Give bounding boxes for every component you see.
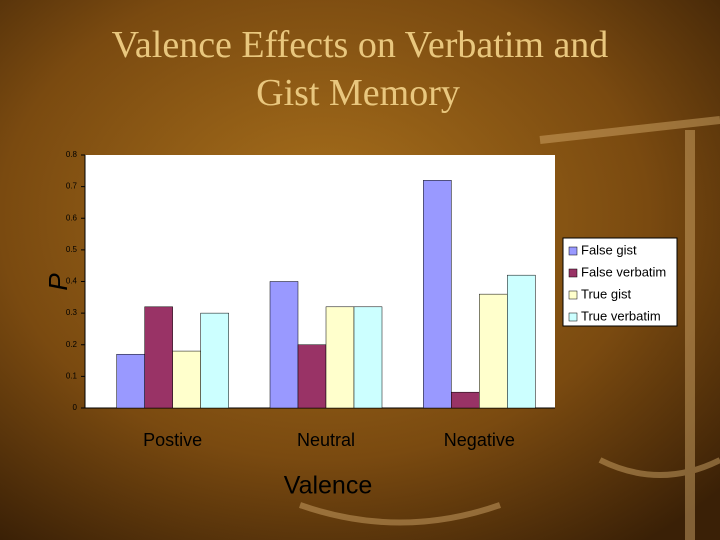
x-tick-label: Negative (444, 430, 515, 450)
legend-swatch (568, 268, 578, 278)
scale-decoration (299, 116, 720, 540)
chart-title: Valence Effects on Verbatim and Gist Memo… (112, 24, 609, 114)
bar (451, 391, 480, 409)
legend-swatch (568, 290, 578, 300)
legend-swatch (568, 246, 578, 256)
legend-label: False verbatim (581, 264, 666, 279)
bar (353, 306, 383, 409)
bar (325, 306, 355, 409)
x-tick-label: Neutral (297, 430, 355, 450)
y-tick-label: 0.7 (66, 182, 78, 191)
legend-swatch (568, 312, 578, 322)
y-tick-label: 0.6 (66, 213, 78, 222)
bar (507, 274, 536, 409)
y-tick-label: 0.8 (66, 150, 78, 159)
bar (200, 312, 229, 409)
y-tick-label: 0.2 (66, 340, 78, 349)
legend-label: False gist (581, 242, 637, 257)
bar (144, 306, 173, 409)
bar (479, 293, 508, 409)
y-tick-label: 0.3 (66, 308, 78, 317)
y-tick-label: 0 (73, 403, 78, 412)
y-tick-label: 0.4 (66, 277, 78, 286)
bar (116, 353, 145, 409)
y-axis-label: P (43, 273, 73, 291)
legend-label: True gist (581, 286, 631, 301)
legend-label: True verbatim (581, 308, 661, 323)
bar (297, 344, 327, 409)
y-tick-label: 0.5 (66, 245, 78, 254)
bar (269, 281, 299, 409)
legend (562, 237, 678, 327)
x-tick-label: Postive (143, 430, 202, 450)
y-tick-label: 0.1 (66, 371, 78, 380)
bar (423, 180, 452, 409)
x-axis-label: Valence (284, 472, 373, 500)
bar (172, 350, 201, 409)
